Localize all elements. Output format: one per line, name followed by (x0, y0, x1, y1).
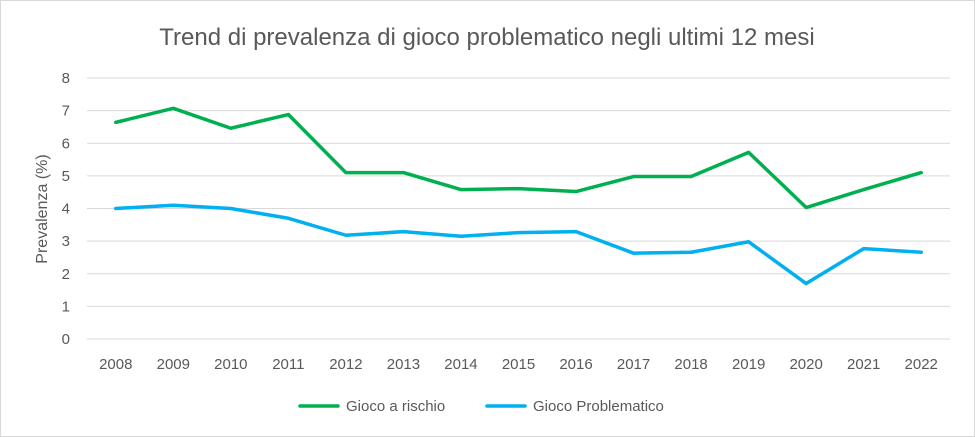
legend-label: Gioco a rischio (346, 398, 445, 415)
x-tick-label: 2019 (732, 356, 765, 373)
y-tick-label: 2 (62, 266, 70, 283)
series-line-gioco-problematico (114, 203, 923, 286)
y-tick-label: 1 (62, 298, 70, 315)
y-tick-label: 3 (62, 233, 70, 250)
y-tick-label: 0 (62, 331, 70, 348)
series-line-gioco-a-rischio (114, 106, 923, 210)
x-tick-label: 2013 (387, 356, 420, 373)
x-tick-label: 2015 (502, 356, 535, 373)
x-tick-label: 2021 (847, 356, 880, 373)
y-tick-label: 5 (62, 168, 70, 185)
x-tick-label: 2012 (329, 356, 362, 373)
y-tick-label: 4 (62, 201, 70, 218)
y-tick-label: 7 (62, 103, 70, 120)
x-tick-label: 2009 (157, 356, 190, 373)
x-tick-label: 2020 (789, 356, 822, 373)
y-axis-label: Prevalenza (%) (34, 154, 51, 263)
x-tick-label: 2008 (99, 356, 132, 373)
x-tick-label: 2011 (272, 356, 304, 373)
x-tick-label: 2018 (674, 356, 707, 373)
x-tick-label: 2010 (214, 356, 247, 373)
x-tick-label: 2022 (905, 356, 938, 373)
x-tick-label: 2014 (444, 356, 477, 373)
y-tick-label: 6 (62, 135, 70, 152)
x-tick-label: 2017 (617, 356, 650, 373)
x-tick-label: 2016 (559, 356, 592, 373)
chart-title: Trend di prevalenza di gioco problematic… (159, 24, 814, 51)
legend-label: Gioco Problematico (533, 398, 664, 415)
y-tick-label: 8 (62, 70, 70, 87)
